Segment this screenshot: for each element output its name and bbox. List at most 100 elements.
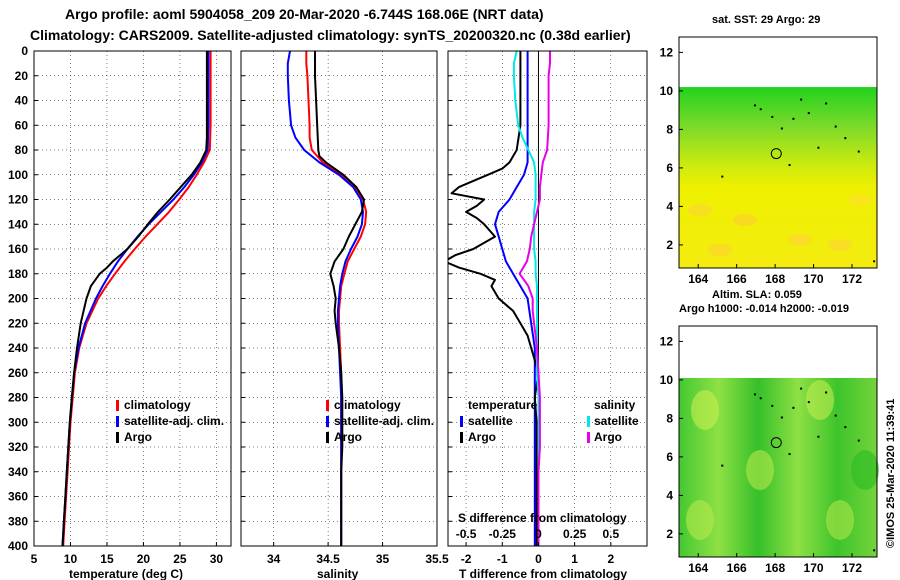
temperature-series-argo [61,51,208,546]
sla-map-anomaly-patch [686,500,714,540]
diff-legend-swatch-s-satellite [587,416,590,427]
temperature-legend: climatology satellite-adj. clim. Argo [116,398,224,444]
difference-panel: -2 -1 0 1 2 -0.5 -0.25 0 0.25 0.5 S difference f… [447,50,648,580]
sst-map-island-speck [780,127,783,130]
difference-x-ticks: -2 -1 0 1 2 [461,542,614,566]
sla-map-island-speck [788,453,791,456]
depth-tick-label: 300 [8,415,28,429]
difference-x-tick-label: 1 [571,552,578,566]
temperature-series [61,51,212,546]
sla-map-lat-tick-label: 6 [666,450,673,464]
salinity-panel: 34 34.5 35 35.5 salinity climatology satell… [240,50,449,580]
sst-map-warm-patch [688,204,712,216]
salinity-difference-tick-label: 0.25 [563,527,587,541]
salinity-legend: climatology satellite-adj. clim. Argo [326,398,434,444]
sla-map-anomaly-patch [851,450,879,490]
sst-map-warm-patch [708,244,732,256]
depth-tick-label: 160 [8,242,28,256]
sla-map-profile-marker [770,437,782,449]
sst-map-island-speck [817,146,820,149]
legend-heading-temperature: temperature [468,398,538,412]
sst-map-title: sat. SST: 29 Argo: 29 [712,14,820,26]
depth-tick-label: 200 [8,292,28,306]
salinity-difference-tick-label: 0.5 [602,527,619,541]
temperature-panel: 5 10 15 20 25 30 temperature (deg C) climatol… [31,50,232,580]
sla-map-title: Argo h1000: -0.014 h2000: -0.019 [679,303,849,315]
depth-tick-label: 80 [15,143,29,157]
sla-map-lon-tick-label: 166 [727,561,747,575]
figure-title-line-1: Argo profile: aoml 5904058_209 20-Mar-20… [65,6,544,22]
diff-legend-label-t-argo: Argo [468,430,496,444]
sst-map-coastlines [721,98,876,263]
depth-tick-label: 340 [8,465,28,479]
diff-legend-label-s-argo: Argo [594,430,622,444]
temperature-grid [34,50,231,547]
sst-map-lat-tick-label: 12 [660,45,674,59]
difference-x-tick-label: -2 [461,552,472,566]
sal-legend-label-satellite: satellite-adj. clim. [334,414,434,428]
depth-tick-label: 60 [15,118,29,132]
sla-map-lat-tick-label: 2 [666,527,673,541]
temperature-x-tick-label: 30 [210,552,224,566]
sst-map-island-speck [771,115,774,118]
salinity-x-ticks: 34 34.5 35 35.5 [267,542,449,566]
sst-map-island-speck [807,112,810,115]
sst-map-field [679,87,877,268]
depth-tick-label: 280 [8,391,28,405]
sal-legend-swatch-argo [326,432,329,443]
sla-map-island-speck [873,549,876,552]
salinity-axis-label: salinity [317,567,359,580]
sst-map-lat-tick-label: 10 [660,84,674,98]
sst-map-lon-tick-label: 172 [842,272,862,286]
sla-map-frame [678,325,878,558]
sla-map-anomaly-patch [691,390,719,430]
depth-tick-label: 360 [8,490,28,504]
depth-tick-label: 380 [8,514,28,528]
depth-tick-label: 40 [15,94,29,108]
sla-map-coastlines [721,387,876,552]
difference-series-temperature-argo [448,51,540,546]
figure-title-line-2: Climatology: CARS2009. Satellite-adjuste… [30,27,631,43]
difference-x-tick-label: -1 [497,552,508,566]
depth-axis: 0 20 40 60 80 100 120 140 160 180 200 220 240 260 280 3… [8,44,28,553]
legend-swatch-argo [116,432,119,443]
temperature-x-tick-label: 15 [100,552,114,566]
sla-map-island-speck [834,414,837,417]
temperature-x-tick-label: 5 [31,552,38,566]
sla-map-island-speck [771,404,774,407]
sla-map-island-speck [721,464,724,467]
imos-credit: ©IMOS 25-Mar-2020 11:39:41 [885,399,897,548]
difference-legend: temperature satellite Argo salinity sate… [460,398,639,444]
sal-legend-swatch-climatology [326,400,329,411]
salinity-difference-ticks: -0.5 -0.25 0 0.25 0.5 [456,527,620,541]
difference-panel-frame [447,50,648,547]
sst-map-warm-patch [848,194,872,206]
sst-map-lat-tick-label: 2 [666,238,673,252]
sla-map-lat-tick-label: 12 [660,334,674,348]
salinity-panel-frame [240,50,438,547]
temperature-x-tick-label: 10 [64,552,78,566]
sst-map-island-speck [753,104,756,107]
sla-map-island-speck [807,401,810,404]
sst-map-island-speck [800,98,803,101]
sst-map-lat-tick-label: 4 [666,199,673,213]
depth-tick-label: 180 [8,267,28,281]
temperature-difference-axis-label: T difference from climatology [459,567,627,580]
sst-map-island-speck [825,102,828,105]
sla-map-lat-tick-label: 8 [666,411,673,425]
legend-swatch-climatology [116,400,119,411]
diff-legend-swatch-t-argo [460,432,463,443]
depth-tick-label: 20 [15,69,29,83]
sst-map-warm-patch [788,234,812,246]
salinity-grid [241,50,437,547]
temperature-series-climatology [62,51,212,546]
sst-map-island-speck [788,164,791,167]
sla-map-island-speck [817,435,820,438]
sla-map-island-speck [844,426,847,429]
sla-map-island-speck [753,393,756,396]
sst-map-lon-tick-label: 166 [727,272,747,286]
sst-map-island-speck [857,150,860,153]
temperature-x-tick-label: 25 [173,552,187,566]
salinity-difference-axis-label: S difference from climatology [458,511,627,525]
sst-map-lon-tick-label: 168 [765,272,785,286]
